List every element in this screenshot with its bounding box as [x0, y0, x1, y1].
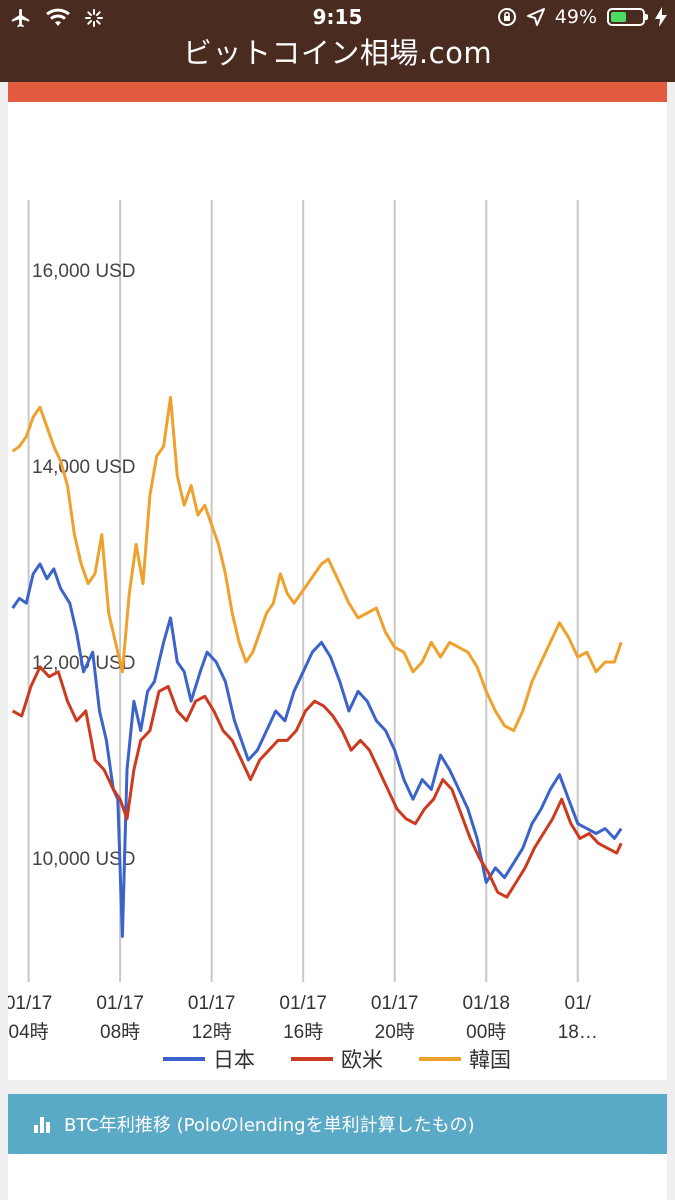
- legend: 日本 欧米 韓国: [163, 1048, 511, 1072]
- accent-bar: [8, 82, 667, 102]
- series-line-2: [11, 395, 623, 733]
- x-tick-hour: 04時: [9, 1021, 49, 1043]
- x-tick-hour: 20時: [375, 1021, 415, 1043]
- btc-interest-header[interactable]: BTC年利推移 (Poloのlendingを単利計算したもの): [8, 1094, 667, 1154]
- x-tick-date: 01/: [565, 993, 592, 1014]
- y-axis-labels: 10,000 USD 12,000 USD 14,000 USD 16,000 USD: [32, 261, 136, 870]
- x-tick-hour: 16時: [283, 1021, 323, 1043]
- price-chart: 10,000 USD 12,000 USD 14,000 USD 16,000 USD…: [8, 200, 623, 1072]
- x-tick-date: 01/17: [188, 993, 236, 1014]
- x-tick-hour: 08時: [100, 1021, 140, 1043]
- orientation-lock-icon: [497, 8, 516, 26]
- status-bar: 9:15 49% ビットコイン相場.com: [0, 0, 675, 82]
- x-tick-date: 01/17: [279, 993, 327, 1014]
- site-title[interactable]: ビットコイン相場.com: [182, 36, 493, 70]
- x-tick-hour: 00時: [466, 1021, 506, 1043]
- location-arrow-icon: [526, 8, 545, 26]
- x-tick-hour: 18…: [558, 1022, 598, 1043]
- status-time: 9:15: [312, 5, 363, 29]
- y-tick-label: 16,000 USD: [32, 261, 136, 282]
- series-line-0: [11, 562, 623, 938]
- battery-fill: [611, 12, 626, 22]
- charging-bolt-icon: [655, 7, 667, 27]
- wifi-icon: [46, 8, 70, 26]
- series-lines: [11, 395, 623, 938]
- y-tick-label: 12,000 USD: [32, 653, 136, 674]
- x-tick-date: 01/17: [371, 993, 419, 1014]
- legend-label: 韓国: [469, 1048, 511, 1072]
- legend-label: 日本: [213, 1048, 255, 1072]
- btc-interest-title: BTC年利推移 (Poloのlendingを単利計算したもの): [64, 1115, 475, 1136]
- airplane-icon: [11, 8, 30, 28]
- btc-interest-section: BTC年利推移 (Poloのlendingを単利計算したもの): [8, 1094, 667, 1200]
- y-tick-label: 10,000 USD: [32, 849, 136, 870]
- status-bar-right: 49%: [497, 5, 667, 29]
- status-bar-left: [10, 6, 104, 30]
- legend-label: 欧米: [341, 1048, 383, 1072]
- battery-icon: [607, 8, 648, 26]
- x-tick-hour: 12時: [192, 1021, 232, 1043]
- battery-percent: 49%: [554, 6, 597, 28]
- x-tick-date: 01/18: [462, 993, 510, 1014]
- chart-card: 10,000 USD 12,000 USD 14,000 USD 16,000 USD…: [8, 82, 667, 1080]
- series-line-1: [11, 665, 623, 899]
- y-tick-label: 14,000 USD: [32, 457, 136, 478]
- bar-chart-icon: [34, 1115, 52, 1133]
- x-axis-labels: 01/17 04時 01/17 08時 01/17 12時 01/17 16時 01/17 20時…: [8, 993, 598, 1043]
- x-tick-date: 01/17: [8, 993, 52, 1014]
- x-tick-date: 01/17: [96, 993, 144, 1014]
- activity-spinner-icon: [85, 9, 103, 27]
